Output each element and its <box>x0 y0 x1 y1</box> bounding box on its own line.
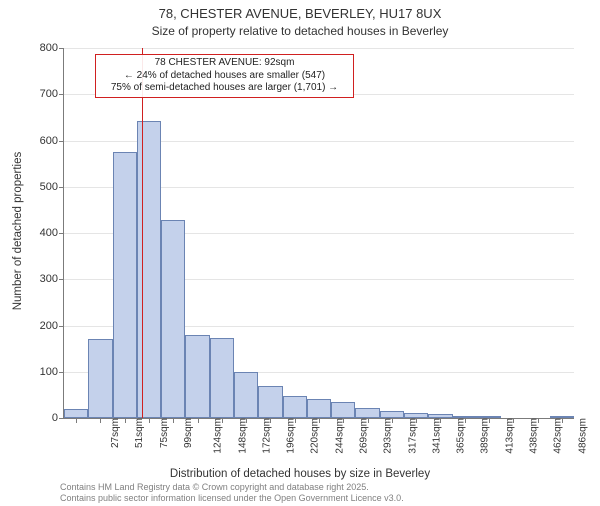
credit-line-2: Contains public sector information licen… <box>60 493 404 504</box>
y-tick-label: 200 <box>40 320 58 332</box>
x-tick-label: 196sqm <box>286 418 297 454</box>
callout-line: 78 CHESTER AVENUE: 92sqm <box>102 57 347 70</box>
y-tick <box>59 372 64 373</box>
histogram-bar <box>283 396 307 418</box>
histogram-bar <box>64 409 88 418</box>
chart-subtitle: Size of property relative to detached ho… <box>0 24 600 38</box>
x-tick-label: 124sqm <box>213 418 224 454</box>
credit-line-1: Contains HM Land Registry data © Crown c… <box>60 482 404 493</box>
y-tick <box>59 94 64 95</box>
histogram-bar <box>380 411 404 418</box>
y-tick <box>59 326 64 327</box>
x-tick <box>368 418 369 423</box>
x-tick-label: 27sqm <box>110 418 121 448</box>
credit-text: Contains HM Land Registry data © Crown c… <box>60 482 404 504</box>
x-tick <box>416 418 417 423</box>
callout-line: ← 24% of detached houses are smaller (54… <box>102 70 347 83</box>
histogram-bar <box>355 408 379 418</box>
x-tick-label: 389sqm <box>480 418 491 454</box>
x-tick <box>100 418 101 423</box>
x-tick-label: 172sqm <box>261 418 272 454</box>
x-tick <box>76 418 77 423</box>
histogram-bar <box>258 386 282 418</box>
x-tick-label: 486sqm <box>577 418 588 454</box>
x-tick <box>222 418 223 423</box>
x-tick-label: 462sqm <box>553 418 564 454</box>
x-tick <box>538 418 539 423</box>
x-tick <box>173 418 174 423</box>
histogram-bar <box>210 338 234 418</box>
x-axis-title: Distribution of detached houses by size … <box>0 468 600 480</box>
y-tick-label: 300 <box>40 273 58 285</box>
x-tick <box>489 418 490 423</box>
plot-area: 010020030040050060070080027sqm51sqm75sqm… <box>63 48 574 419</box>
y-tick-label: 100 <box>40 366 58 378</box>
x-tick <box>295 418 296 423</box>
x-tick <box>440 418 441 423</box>
y-tick-label: 600 <box>40 135 58 147</box>
y-tick-label: 700 <box>40 88 58 100</box>
histogram-bar <box>88 339 112 418</box>
callout-box: 78 CHESTER AVENUE: 92sqm← 24% of detache… <box>95 54 354 98</box>
x-tick-label: 244sqm <box>334 418 345 454</box>
x-tick-label: 220sqm <box>310 418 321 454</box>
x-tick <box>125 418 126 423</box>
x-tick <box>319 418 320 423</box>
x-tick <box>465 418 466 423</box>
x-tick-label: 269sqm <box>359 418 370 454</box>
y-tick <box>59 48 64 49</box>
x-tick <box>562 418 563 423</box>
histogram-bar <box>137 121 161 418</box>
x-tick-label: 148sqm <box>237 418 248 454</box>
x-tick <box>513 418 514 423</box>
histogram-bar <box>185 335 209 418</box>
x-tick-label: 99sqm <box>183 418 194 448</box>
x-tick <box>392 418 393 423</box>
histogram-bar <box>113 152 137 418</box>
y-tick <box>59 233 64 234</box>
y-tick <box>59 187 64 188</box>
y-axis-title: Number of detached properties <box>12 152 24 311</box>
y-tick <box>59 279 64 280</box>
x-tick <box>198 418 199 423</box>
x-tick <box>246 418 247 423</box>
histogram-bar <box>161 220 185 418</box>
x-tick-label: 317sqm <box>407 418 418 454</box>
histogram-bar <box>331 402 355 418</box>
x-tick <box>270 418 271 423</box>
x-tick-label: 438sqm <box>529 418 540 454</box>
x-tick-label: 51sqm <box>134 418 145 448</box>
histogram-bar <box>234 372 258 418</box>
x-tick-label: 75sqm <box>159 418 170 448</box>
y-tick-label: 400 <box>40 227 58 239</box>
callout-line: 75% of semi-detached houses are larger (… <box>102 82 347 95</box>
gridline <box>64 48 574 49</box>
x-tick <box>149 418 150 423</box>
property-marker-line <box>142 48 143 418</box>
y-tick <box>59 418 64 419</box>
y-tick-label: 800 <box>40 42 58 54</box>
histogram-bar <box>307 399 331 418</box>
y-tick-label: 500 <box>40 181 58 193</box>
chart-title: 78, CHESTER AVENUE, BEVERLEY, HU17 8UX <box>0 6 600 23</box>
y-tick <box>59 141 64 142</box>
x-tick-label: 341sqm <box>431 418 442 454</box>
x-tick-label: 293sqm <box>383 418 394 454</box>
y-tick-label: 0 <box>52 412 58 424</box>
x-tick-label: 413sqm <box>504 418 515 454</box>
x-tick <box>343 418 344 423</box>
x-tick-label: 365sqm <box>456 418 467 454</box>
